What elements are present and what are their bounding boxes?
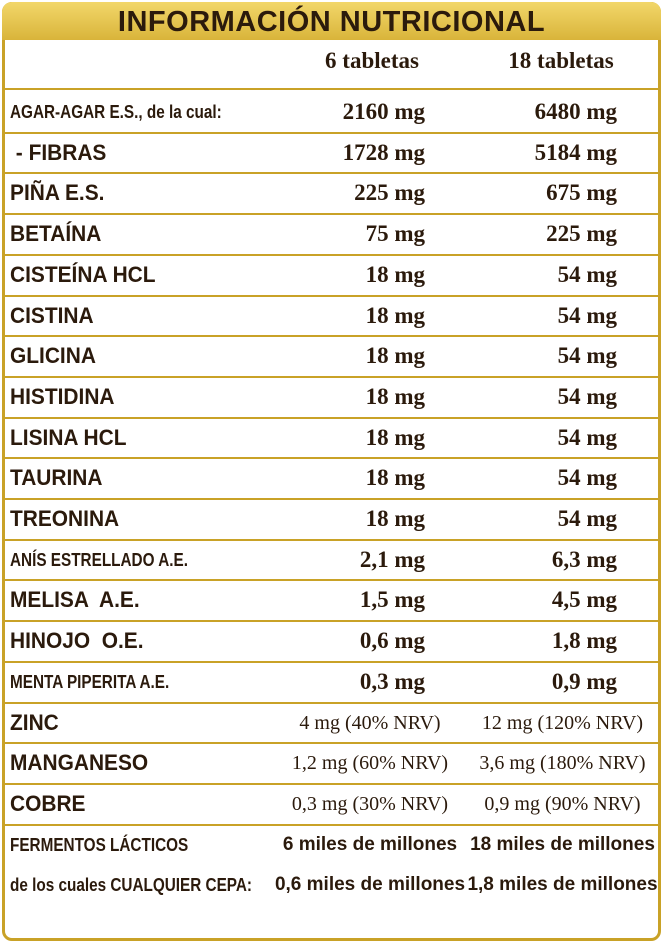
value: 225 mg <box>546 221 617 247</box>
row-label: ANÍS ESTRELLADO A.E. <box>10 549 188 570</box>
value: 12 mg (120% NRV) <box>481 711 644 734</box>
row-label: LISINA HCL <box>10 424 127 450</box>
value: 1,2 mg (60% NRV) <box>291 752 449 775</box>
separator <box>3 375 660 378</box>
column-header: 18 tabletas <box>508 48 614 73</box>
row-label: GLICINA <box>10 343 96 369</box>
row-label: TAURINA <box>10 465 103 491</box>
row-label: AGAR-AGAR E.S., de la cual: <box>10 102 222 122</box>
value: 2160 mg <box>342 99 425 124</box>
value: 4 mg (40% NRV) <box>299 711 441 734</box>
separator <box>3 701 660 704</box>
separator <box>3 823 660 826</box>
value: 54 mg <box>557 343 617 369</box>
value: 54 mg <box>557 383 617 409</box>
value: 0,6 miles de millones <box>274 874 466 896</box>
row-label: ZINC <box>10 709 59 735</box>
separator <box>3 88 660 90</box>
separator <box>3 416 660 419</box>
row-label: - FIBRAS <box>10 139 107 165</box>
row-label: HINOJO O.E. <box>10 628 144 654</box>
row-label: PIÑA E.S. <box>10 180 105 206</box>
value: 6 miles de millones <box>282 833 458 855</box>
separator <box>3 213 660 216</box>
row-label: de los cuales CUALQUIER CEPA: <box>10 875 253 896</box>
value: 2,1 mg <box>359 546 425 572</box>
value: 0,9 mg <box>551 668 617 694</box>
separator <box>3 579 660 582</box>
row-label: MELISA A.E. <box>10 587 140 613</box>
separator <box>3 294 660 297</box>
row-label: FERMENTOS LÁCTICOS <box>10 834 189 855</box>
value: 18 mg <box>365 261 425 287</box>
separator <box>3 742 660 745</box>
value: 0,6 mg <box>359 628 425 654</box>
separator <box>3 620 660 623</box>
separator <box>3 538 660 541</box>
value: 18 mg <box>365 424 425 450</box>
value: 0,3 mg <box>359 668 425 694</box>
separator <box>3 660 660 663</box>
value: 54 mg <box>557 261 617 287</box>
value: 18 mg <box>365 383 425 409</box>
value: 6,3 mg <box>551 546 617 572</box>
value: 18 miles de millones <box>470 833 655 855</box>
row-label: MANGANESO <box>10 750 149 776</box>
row-label: CISTEÍNA HCL <box>10 261 156 287</box>
row-label: COBRE <box>10 790 86 816</box>
row-label: TREONINA <box>10 506 120 531</box>
value: 3,6 mg (180% NRV) <box>479 752 646 775</box>
column-header: 6 tabletas <box>325 48 419 73</box>
row-label: BETAÍNA <box>10 221 102 247</box>
value: 0,9 mg (90% NRV) <box>484 792 641 815</box>
value: 54 mg <box>557 465 617 491</box>
value: 75 mg <box>365 221 425 247</box>
value: 225 mg <box>354 180 425 206</box>
separator <box>3 782 660 785</box>
value: 18 mg <box>365 465 425 491</box>
value: 18 mg <box>365 506 425 531</box>
value: 54 mg <box>557 424 617 450</box>
value: 675 mg <box>546 180 617 206</box>
value: 0,3 mg (30% NRV) <box>291 792 449 815</box>
value: 1,8 miles de millones <box>467 874 658 896</box>
value: 1728 mg <box>342 139 425 165</box>
title: INFORMACIÓN NUTRICIONAL <box>2 2 661 40</box>
row-label: CISTINA <box>10 302 94 328</box>
separator <box>3 131 660 134</box>
separator <box>3 172 660 175</box>
row-label: MENTA PIPERITA A.E. <box>10 671 170 692</box>
value: 18 mg <box>365 302 425 328</box>
value: 6480 mg <box>534 99 617 124</box>
separator <box>3 498 660 500</box>
value: 1,8 mg <box>551 628 617 654</box>
value: 18 mg <box>365 343 425 369</box>
value: 54 mg <box>557 506 617 531</box>
value: 54 mg <box>557 302 617 328</box>
separator <box>3 457 660 460</box>
separator <box>3 335 660 338</box>
separator <box>3 253 660 256</box>
value: 1,5 mg <box>359 587 425 613</box>
row-label: HISTIDINA <box>10 383 115 409</box>
value: 4,5 mg <box>551 587 617 613</box>
value: 5184 mg <box>534 139 617 165</box>
